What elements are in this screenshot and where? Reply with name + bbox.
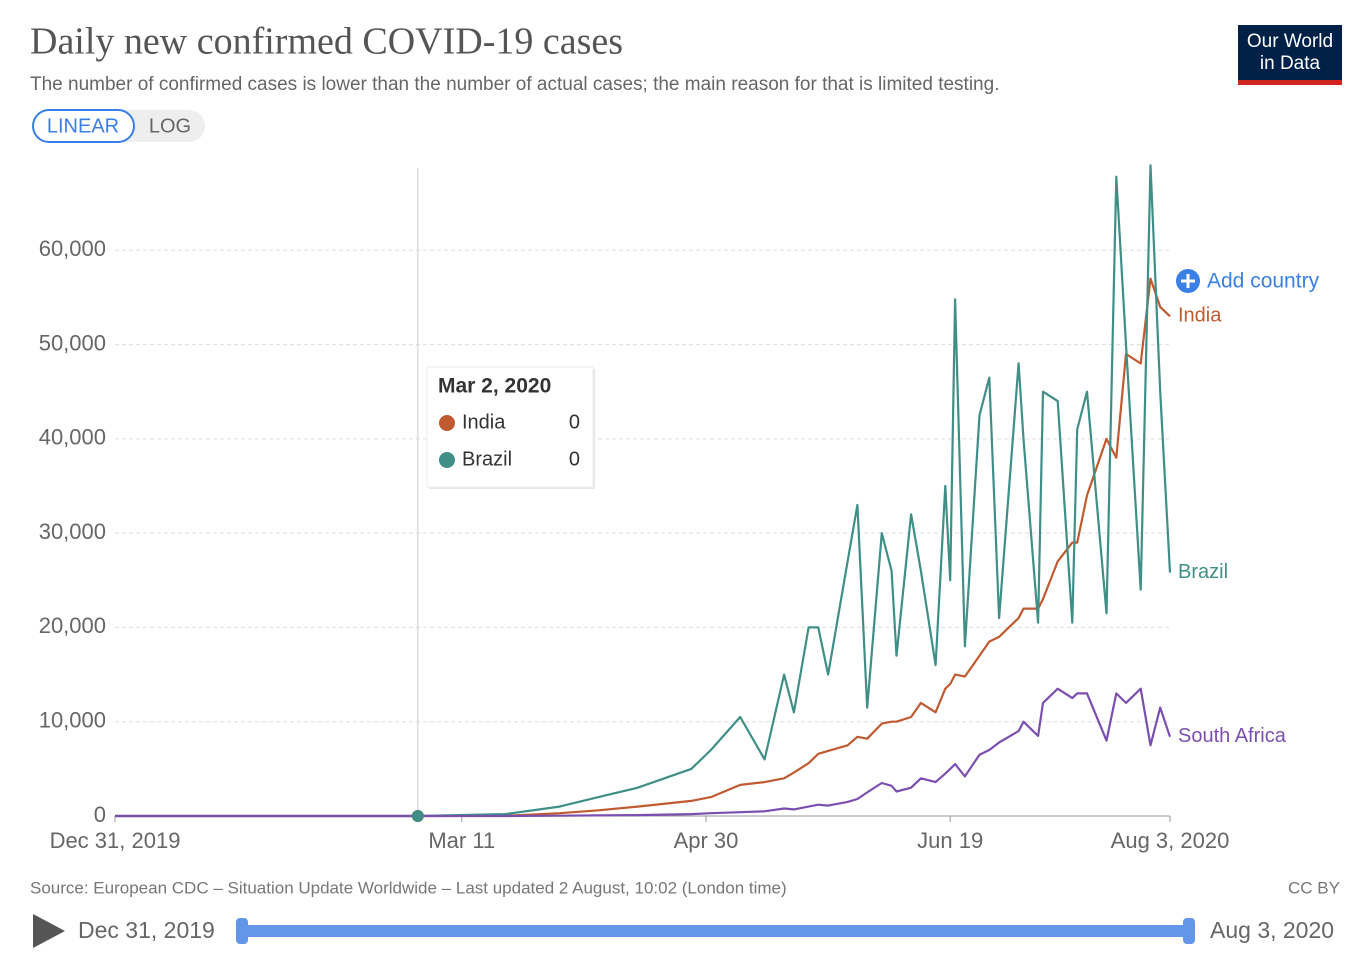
series-label: South Africa: [1178, 725, 1287, 747]
y-tick-label: 10,000: [39, 708, 106, 733]
y-tick-label: 50,000: [39, 330, 106, 355]
y-tick-label: 60,000: [39, 236, 106, 261]
tooltip-date: Mar 2, 2020: [438, 375, 551, 398]
x-tick-label: Jun 19: [917, 828, 983, 853]
tooltip-swatch: [439, 415, 455, 431]
timeline-end: Aug 3, 2020: [1210, 917, 1334, 943]
series-line: [115, 277, 1171, 818]
tooltip-swatch: [439, 452, 455, 468]
log-label[interactable]: LOG: [149, 115, 191, 137]
x-tick-label: Apr 30: [674, 828, 739, 853]
logo-text: Our World: [1247, 31, 1333, 52]
chart-subtitle: The number of confirmed cases is lower t…: [30, 74, 999, 95]
y-tick-label: 30,000: [39, 519, 106, 544]
logo-text: in Data: [1260, 53, 1321, 74]
chart-title: Daily new confirmed COVID-19 cases: [30, 21, 623, 63]
source: Source: European CDC – Situation Update …: [30, 878, 787, 897]
tooltip-value: 0: [569, 448, 580, 470]
tooltip-value: 0: [569, 411, 580, 433]
timeline-start: Dec 31, 2019: [78, 917, 215, 943]
add-country[interactable]: Add country: [1207, 270, 1320, 293]
play-button[interactable]: [33, 914, 65, 948]
y-tick-label: 0: [94, 802, 106, 827]
logo-bar: [1238, 80, 1342, 85]
license: CC BY: [1288, 878, 1340, 897]
logo[interactable]: [1238, 25, 1342, 85]
y-tick-label: 40,000: [39, 425, 106, 450]
linear-button[interactable]: [32, 109, 135, 143]
linear-label[interactable]: LINEAR: [47, 115, 119, 137]
timeline-bar[interactable]: [240, 925, 1190, 937]
x-tick-label: Aug 3, 2020: [1111, 828, 1230, 853]
hover-dot: [411, 810, 424, 822]
y-tick-label: 20,000: [39, 613, 106, 638]
series-label: India: [1178, 305, 1222, 327]
timeline-handle[interactable]: [236, 918, 248, 944]
x-tick-label: Mar 11: [428, 828, 495, 853]
series-label: Brazil: [1178, 561, 1228, 583]
x-tick-label: Dec 31, 2019: [50, 828, 181, 853]
timeline-handle[interactable]: [1183, 918, 1195, 944]
tooltip: [426, 366, 594, 488]
series-line: [115, 164, 1172, 818]
tooltip-name: Brazil: [462, 448, 512, 470]
add-icon-plus: [1181, 274, 1195, 288]
series-line: [115, 687, 1172, 818]
tooltip-name: India: [462, 411, 506, 433]
